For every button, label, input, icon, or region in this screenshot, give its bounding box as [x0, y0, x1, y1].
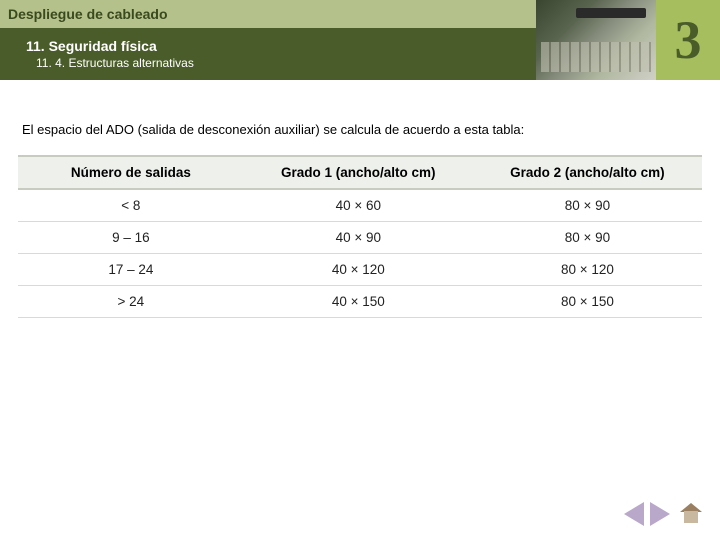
nav-controls — [624, 502, 702, 526]
cell: 80 × 90 — [473, 222, 702, 254]
cell: 40 × 120 — [244, 254, 473, 286]
ado-table: Número de salidas Grado 1 (ancho/alto cm… — [18, 155, 702, 318]
cell: 9 – 16 — [18, 222, 244, 254]
table-header-row: Número de salidas Grado 1 (ancho/alto cm… — [18, 156, 702, 189]
cell: < 8 — [18, 189, 244, 222]
chapter-number: 3 — [656, 0, 720, 80]
cell: 40 × 90 — [244, 222, 473, 254]
cell: 40 × 60 — [244, 189, 473, 222]
cell: 80 × 150 — [473, 286, 702, 318]
cell: 17 – 24 — [18, 254, 244, 286]
col-header: Grado 2 (ancho/alto cm) — [473, 156, 702, 189]
cell: 80 × 120 — [473, 254, 702, 286]
table-row: 9 – 16 40 × 90 80 × 90 — [18, 222, 702, 254]
col-header: Grado 1 (ancho/alto cm) — [244, 156, 473, 189]
subsection-title: 11. 4. Estructuras alternativas — [36, 56, 194, 70]
table-row: > 24 40 × 150 80 × 150 — [18, 286, 702, 318]
section-title: 11. Seguridad física — [26, 38, 157, 54]
prev-button[interactable] — [624, 502, 644, 526]
intro-text: El espacio del ADO (salida de desconexió… — [18, 122, 702, 137]
cell: 80 × 90 — [473, 189, 702, 222]
header-photo — [536, 0, 656, 80]
home-button[interactable] — [680, 503, 702, 525]
table-row: < 8 40 × 60 80 × 90 — [18, 189, 702, 222]
table-row: 17 – 24 40 × 120 80 × 120 — [18, 254, 702, 286]
col-header: Número de salidas — [18, 156, 244, 189]
page-title: Despliegue de cableado — [8, 6, 168, 22]
header-right-block: 3 — [536, 0, 720, 80]
cell: > 24 — [18, 286, 244, 318]
next-button[interactable] — [650, 502, 670, 526]
content-area: El espacio del ADO (salida de desconexió… — [0, 80, 720, 318]
cell: 40 × 150 — [244, 286, 473, 318]
